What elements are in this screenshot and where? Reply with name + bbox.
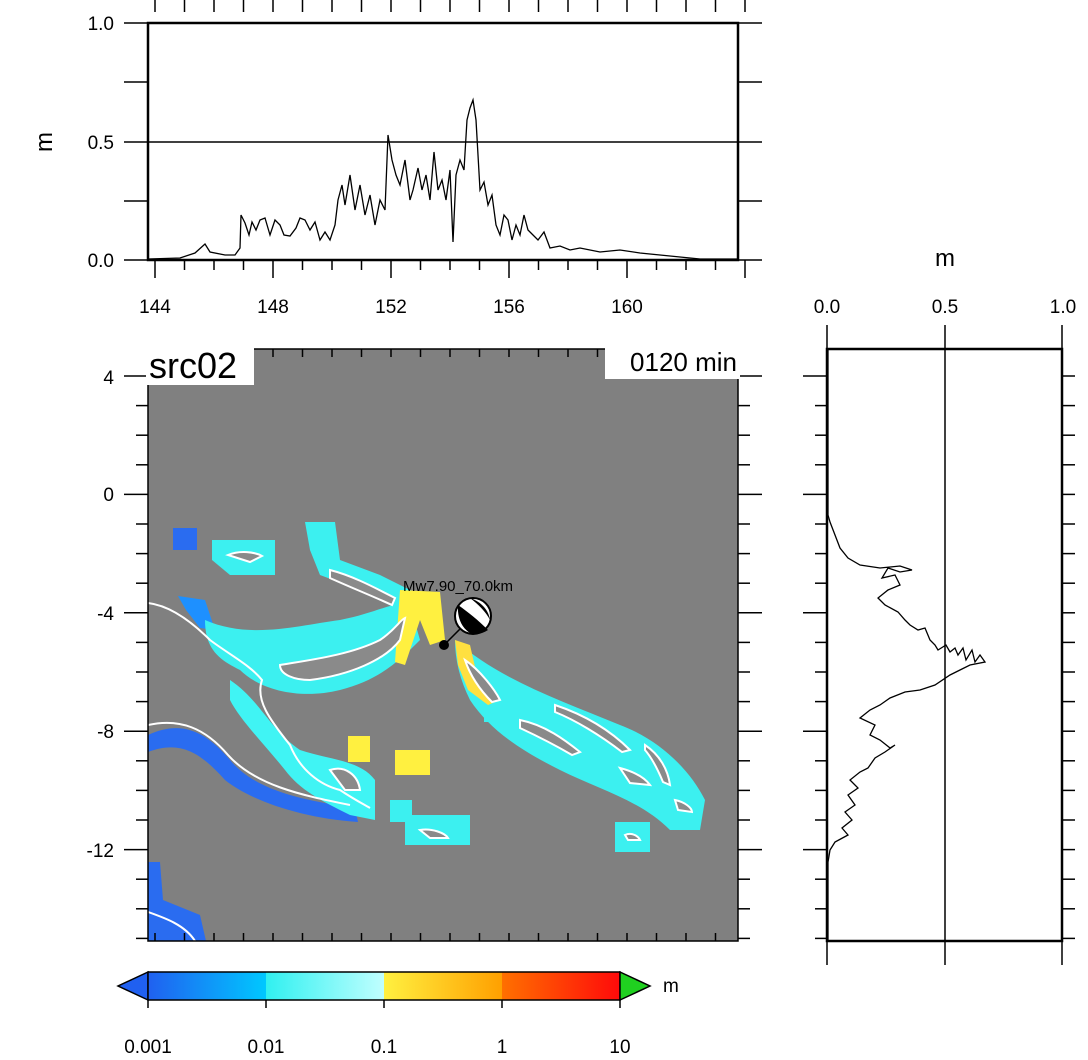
- island-newireland: [329, 568, 397, 607]
- lat-tick-label: 0: [103, 485, 114, 506]
- island-solomons-4: [617, 766, 653, 787]
- lat-tick-label: -4: [97, 604, 114, 625]
- side-x-tick-label: 0.5: [932, 297, 958, 318]
- png-south-coast: [148, 721, 351, 806]
- colorbar-underflow-triangle: [116, 970, 149, 1002]
- colorbar-segment: [384, 972, 502, 1000]
- colorbar: m 0.001 0.01 0.1 1 10: [116, 970, 679, 1058]
- top-y-tick-label: 0.0: [88, 251, 114, 272]
- elapsed-time-label: 0120 min: [630, 347, 737, 377]
- island-woodlark: [417, 828, 450, 839]
- colorbar-segment: [502, 972, 620, 1000]
- map-title: src02: [149, 345, 237, 386]
- side-profile-unit-label: m: [935, 245, 955, 272]
- island-solomons-1: [519, 718, 582, 757]
- top-profile-ticks: [124, 0, 762, 278]
- wave-patch-yellow: [348, 736, 370, 762]
- wave-height-field: [148, 522, 705, 941]
- island-solomons-3: [644, 743, 672, 787]
- side-profile-trace: [827, 350, 987, 941]
- lon-tick-label: 152: [375, 297, 407, 318]
- side-profile-panel: m 0.0 0.5 1.0: [803, 245, 1076, 965]
- island-trobriand: [225, 551, 265, 564]
- lat-tick-label: -12: [87, 841, 114, 862]
- lon-tick-label: 156: [493, 297, 525, 318]
- side-x-tick-label: 0.0: [814, 297, 840, 318]
- epicenter-dot: [439, 640, 449, 650]
- wave-band-yellow-bougainville: [455, 640, 500, 705]
- colorbar-unit-label: m: [663, 976, 679, 997]
- wave-band-blue-png: [148, 728, 358, 822]
- colorbar-tick-label: 0.001: [124, 1037, 172, 1058]
- coastlines: [148, 551, 694, 941]
- colorbar-segment: [148, 972, 266, 1000]
- island-dentrecasteaux: [328, 767, 362, 791]
- top-profile-unit-label: m: [31, 132, 58, 152]
- map-frame: [147, 348, 739, 942]
- side-profile-ticks: [803, 325, 1075, 965]
- top-y-tick-label: 1.0: [88, 14, 114, 35]
- event-label: Mw7.90_70.0km: [403, 578, 513, 595]
- wave-band-blue-south: [148, 862, 206, 941]
- map-panel: src02 0120 min 4 0 -4 -8 -12 Mw7.90_70.0…: [87, 345, 762, 942]
- island-bougainville: [463, 657, 502, 704]
- australia-coast: [148, 911, 196, 941]
- wave-patch-yellow: [395, 750, 430, 775]
- wave-patch-blue: [173, 528, 197, 550]
- top-y-tick-label: 0.5: [88, 133, 114, 154]
- map-ticks: [124, 349, 762, 941]
- wave-band-cyan-newbritain: [205, 603, 420, 694]
- png-mainland-coast: [148, 602, 371, 809]
- wave-patch-cyan: [405, 815, 470, 845]
- colorbar-tick-label: 10: [609, 1037, 630, 1058]
- top-profile-panel: 1.0 0.5 0.0 m 144 148 152 156 160: [31, 0, 762, 318]
- island-solomons-2: [554, 703, 632, 754]
- island-rennell: [623, 832, 642, 841]
- side-x-tick-label: 1.0: [1050, 297, 1076, 318]
- lat-tick-label: -8: [97, 722, 114, 743]
- island-newbritain: [278, 616, 407, 682]
- title-box: [146, 347, 254, 385]
- lon-tick-label: 144: [139, 297, 171, 318]
- colorbar-tick-label: 1: [497, 1037, 508, 1058]
- wave-band-yellow-source: [395, 590, 445, 665]
- time-box: [605, 347, 740, 379]
- colorbar-tick-label: 0.1: [371, 1037, 397, 1058]
- focal-mechanism-icon: [454, 597, 492, 635]
- lat-tick-label: 4: [103, 368, 114, 389]
- colorbar-overflow-triangle: [619, 970, 652, 1002]
- wave-band-cyan-newireland: [305, 522, 420, 610]
- wave-band-cyan-png-coast: [230, 680, 375, 820]
- wave-patch-cyan: [484, 700, 506, 722]
- colorbar-segment: [266, 972, 384, 1000]
- island-solomons-5: [673, 798, 694, 814]
- lon-tick-label: 148: [257, 297, 289, 318]
- top-profile-trace: [147, 97, 738, 260]
- colorbar-tick-label: 0.01: [248, 1037, 285, 1058]
- lon-tick-label: 160: [611, 297, 643, 318]
